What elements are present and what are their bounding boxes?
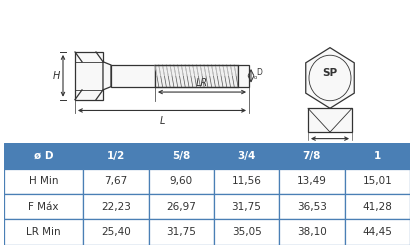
FancyBboxPatch shape — [278, 168, 344, 194]
FancyBboxPatch shape — [4, 219, 83, 245]
Text: H: H — [52, 71, 60, 81]
FancyBboxPatch shape — [83, 194, 148, 219]
Text: SP: SP — [322, 68, 337, 78]
Text: 13,49: 13,49 — [296, 176, 326, 186]
Text: 1/2: 1/2 — [107, 151, 125, 161]
Text: 1: 1 — [373, 151, 380, 161]
FancyBboxPatch shape — [214, 168, 278, 194]
Text: LR Min: LR Min — [26, 227, 61, 237]
FancyBboxPatch shape — [83, 168, 148, 194]
Bar — [75, 52, 103, 100]
Bar — [237, 65, 248, 87]
Text: 25,40: 25,40 — [101, 227, 131, 237]
Bar — [154, 65, 237, 87]
Bar — [111, 65, 154, 87]
Bar — [307, 108, 351, 132]
Text: 15,01: 15,01 — [361, 176, 391, 186]
Text: 44,45: 44,45 — [361, 227, 391, 237]
FancyBboxPatch shape — [278, 194, 344, 219]
Polygon shape — [103, 62, 111, 90]
Text: 38,10: 38,10 — [296, 227, 326, 237]
FancyBboxPatch shape — [214, 219, 278, 245]
Text: 31,75: 31,75 — [166, 227, 196, 237]
Text: 9,60: 9,60 — [169, 176, 192, 186]
Text: 26,97: 26,97 — [166, 202, 196, 211]
FancyBboxPatch shape — [83, 143, 148, 168]
FancyBboxPatch shape — [344, 168, 409, 194]
Text: 22,23: 22,23 — [101, 202, 131, 211]
FancyBboxPatch shape — [344, 194, 409, 219]
Text: 3/4: 3/4 — [237, 151, 255, 161]
FancyBboxPatch shape — [148, 219, 214, 245]
FancyBboxPatch shape — [148, 194, 214, 219]
Polygon shape — [305, 48, 354, 108]
FancyBboxPatch shape — [278, 143, 344, 168]
FancyBboxPatch shape — [4, 143, 83, 168]
Text: 5/8: 5/8 — [172, 151, 190, 161]
FancyBboxPatch shape — [83, 219, 148, 245]
FancyBboxPatch shape — [148, 143, 214, 168]
FancyBboxPatch shape — [344, 143, 409, 168]
Text: 7/8: 7/8 — [302, 151, 320, 161]
Text: 11,56: 11,56 — [231, 176, 261, 186]
Text: H Min: H Min — [29, 176, 58, 186]
Text: LR: LR — [195, 78, 208, 88]
FancyBboxPatch shape — [278, 219, 344, 245]
FancyBboxPatch shape — [148, 168, 214, 194]
Text: o: o — [254, 76, 257, 81]
Text: F: F — [326, 143, 332, 153]
Text: F Máx: F Máx — [28, 202, 59, 211]
FancyBboxPatch shape — [214, 143, 278, 168]
Text: 41,28: 41,28 — [361, 202, 391, 211]
Text: 31,75: 31,75 — [231, 202, 261, 211]
Text: 35,05: 35,05 — [231, 227, 261, 237]
Text: L: L — [159, 116, 164, 126]
FancyBboxPatch shape — [4, 168, 83, 194]
FancyBboxPatch shape — [344, 219, 409, 245]
Text: D: D — [255, 68, 261, 77]
FancyBboxPatch shape — [214, 194, 278, 219]
Text: ø D: ø D — [34, 151, 53, 161]
FancyBboxPatch shape — [4, 194, 83, 219]
Text: 36,53: 36,53 — [296, 202, 326, 211]
Text: 7,67: 7,67 — [104, 176, 127, 186]
